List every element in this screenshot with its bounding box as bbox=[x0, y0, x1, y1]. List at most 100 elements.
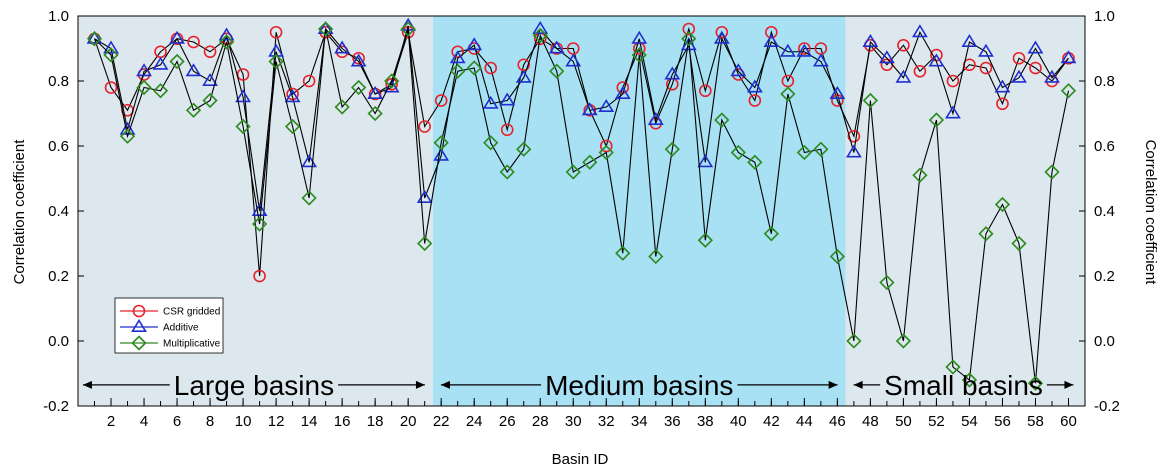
point-s1-11 bbox=[251, 202, 268, 217]
point-s1-46 bbox=[829, 85, 846, 100]
region-arrowhead-left-2 bbox=[853, 380, 863, 389]
x-tick-label-22: 22 bbox=[433, 413, 450, 430]
point-s2-51 bbox=[912, 167, 928, 183]
point-s1-23 bbox=[449, 50, 466, 64]
point-s0-26 bbox=[500, 123, 514, 137]
point-s1-10 bbox=[235, 89, 252, 103]
x-tick-label-14: 14 bbox=[301, 413, 318, 430]
y-tick-label-left-5: 0.8 bbox=[48, 73, 69, 90]
point-s0-23 bbox=[451, 45, 464, 59]
legend-label-1: Additive bbox=[163, 323, 199, 334]
x-tick-label-10: 10 bbox=[235, 413, 252, 430]
point-s1-36 bbox=[664, 66, 681, 80]
x-tick-label-52: 52 bbox=[928, 413, 945, 430]
point-s1-26 bbox=[499, 92, 516, 106]
point-s1-31 bbox=[581, 102, 598, 116]
x-tick-label-28: 28 bbox=[532, 413, 549, 430]
legend-label-0: CSR gridded bbox=[163, 307, 220, 318]
point-s2-14 bbox=[301, 190, 317, 206]
point-s1-7 bbox=[185, 63, 202, 77]
point-s2-40 bbox=[730, 144, 746, 161]
point-s2-7 bbox=[185, 102, 202, 118]
point-s2-28 bbox=[532, 27, 548, 44]
point-s2-18 bbox=[367, 105, 383, 122]
point-s0-12 bbox=[269, 25, 283, 39]
legend-marker-2 bbox=[131, 335, 147, 351]
point-s1-8 bbox=[202, 72, 218, 87]
axes: -0.2 -0.2 0.0 0.0 0.2 0.2 0.4 0.4 0.6 0.6 0.8 0.8 1.… bbox=[43, 8, 1120, 430]
point-s2-5 bbox=[152, 83, 169, 99]
point-s1-18 bbox=[367, 85, 384, 100]
point-s0-10 bbox=[236, 68, 250, 81]
point-s1-28 bbox=[532, 20, 549, 35]
point-s2-19 bbox=[384, 73, 400, 89]
point-s2-30 bbox=[565, 164, 581, 180]
point-s1-17 bbox=[350, 53, 367, 67]
point-s0-21 bbox=[418, 120, 431, 133]
point-s1-53 bbox=[945, 105, 961, 119]
point-s2-56 bbox=[994, 196, 1011, 213]
point-s0-2 bbox=[104, 81, 118, 94]
point-s1-51 bbox=[911, 24, 928, 38]
point-s1-38 bbox=[697, 154, 714, 168]
x-tick-label-6: 6 bbox=[173, 413, 181, 430]
point-s1-43 bbox=[779, 43, 796, 57]
point-s0-53 bbox=[946, 74, 960, 88]
region-labels: Large basins Medium basins Small basins bbox=[82, 370, 1074, 401]
point-s2-42 bbox=[763, 226, 779, 242]
point-s1-42 bbox=[763, 33, 780, 48]
point-s1-16 bbox=[334, 40, 351, 54]
legend-marker-0 bbox=[132, 304, 146, 318]
x-tick-label-40: 40 bbox=[730, 413, 747, 430]
point-s1-45 bbox=[812, 53, 829, 67]
point-s0-44 bbox=[798, 42, 811, 55]
x-tick-label-50: 50 bbox=[895, 413, 912, 430]
point-s2-47 bbox=[846, 333, 862, 349]
legend-label-2: Multiplicative bbox=[163, 339, 221, 350]
point-s0-56 bbox=[996, 97, 1009, 111]
region-arrowhead-left-1 bbox=[440, 380, 450, 389]
point-s0-13 bbox=[286, 87, 299, 101]
x-tick-label-12: 12 bbox=[268, 413, 285, 430]
region-band-1 bbox=[432, 16, 846, 406]
x-tick-label-58: 58 bbox=[1027, 413, 1044, 430]
point-s2-41 bbox=[747, 154, 763, 170]
point-s1-4 bbox=[136, 63, 152, 77]
series-line-2 bbox=[94, 28, 1070, 384]
point-s0-42 bbox=[765, 25, 778, 39]
point-s2-4 bbox=[136, 79, 152, 96]
y-tick-label-left-2: 0.2 bbox=[48, 268, 69, 285]
point-s2-48 bbox=[862, 92, 879, 109]
point-s2-39 bbox=[714, 112, 730, 128]
region-label-1: Medium basins bbox=[545, 370, 733, 401]
point-s2-32 bbox=[598, 144, 614, 161]
x-tick-label-60: 60 bbox=[1060, 413, 1077, 430]
x-tick-label-56: 56 bbox=[994, 413, 1011, 430]
point-s1-54 bbox=[961, 33, 978, 48]
point-s2-57 bbox=[1011, 235, 1027, 252]
point-s1-35 bbox=[647, 111, 664, 126]
y-tick-label-left-6: 1.0 bbox=[48, 8, 69, 25]
point-s2-33 bbox=[615, 245, 631, 261]
x-tick-label-38: 38 bbox=[697, 413, 714, 430]
point-s0-22 bbox=[434, 94, 448, 107]
point-s2-6 bbox=[169, 53, 185, 70]
point-s2-60 bbox=[1060, 83, 1077, 99]
x-tick-label-2: 2 bbox=[107, 413, 115, 430]
region-label-2: Small basins bbox=[884, 370, 1043, 401]
point-s2-20 bbox=[400, 21, 416, 37]
point-s1-27 bbox=[515, 69, 532, 83]
x-tick-label-46: 46 bbox=[829, 413, 846, 430]
point-s1-50 bbox=[895, 69, 912, 83]
point-s0-55 bbox=[979, 61, 993, 75]
y-tick-label-right-3: 0.4 bbox=[1094, 203, 1115, 220]
point-s2-12 bbox=[268, 53, 284, 70]
point-s2-24 bbox=[466, 60, 482, 76]
x-tick-label-48: 48 bbox=[862, 413, 879, 430]
point-s1-58 bbox=[1027, 40, 1044, 54]
point-s0-11 bbox=[253, 269, 266, 283]
point-s0-51 bbox=[913, 64, 927, 78]
point-s0-57 bbox=[1012, 51, 1026, 65]
point-s2-38 bbox=[697, 232, 713, 248]
